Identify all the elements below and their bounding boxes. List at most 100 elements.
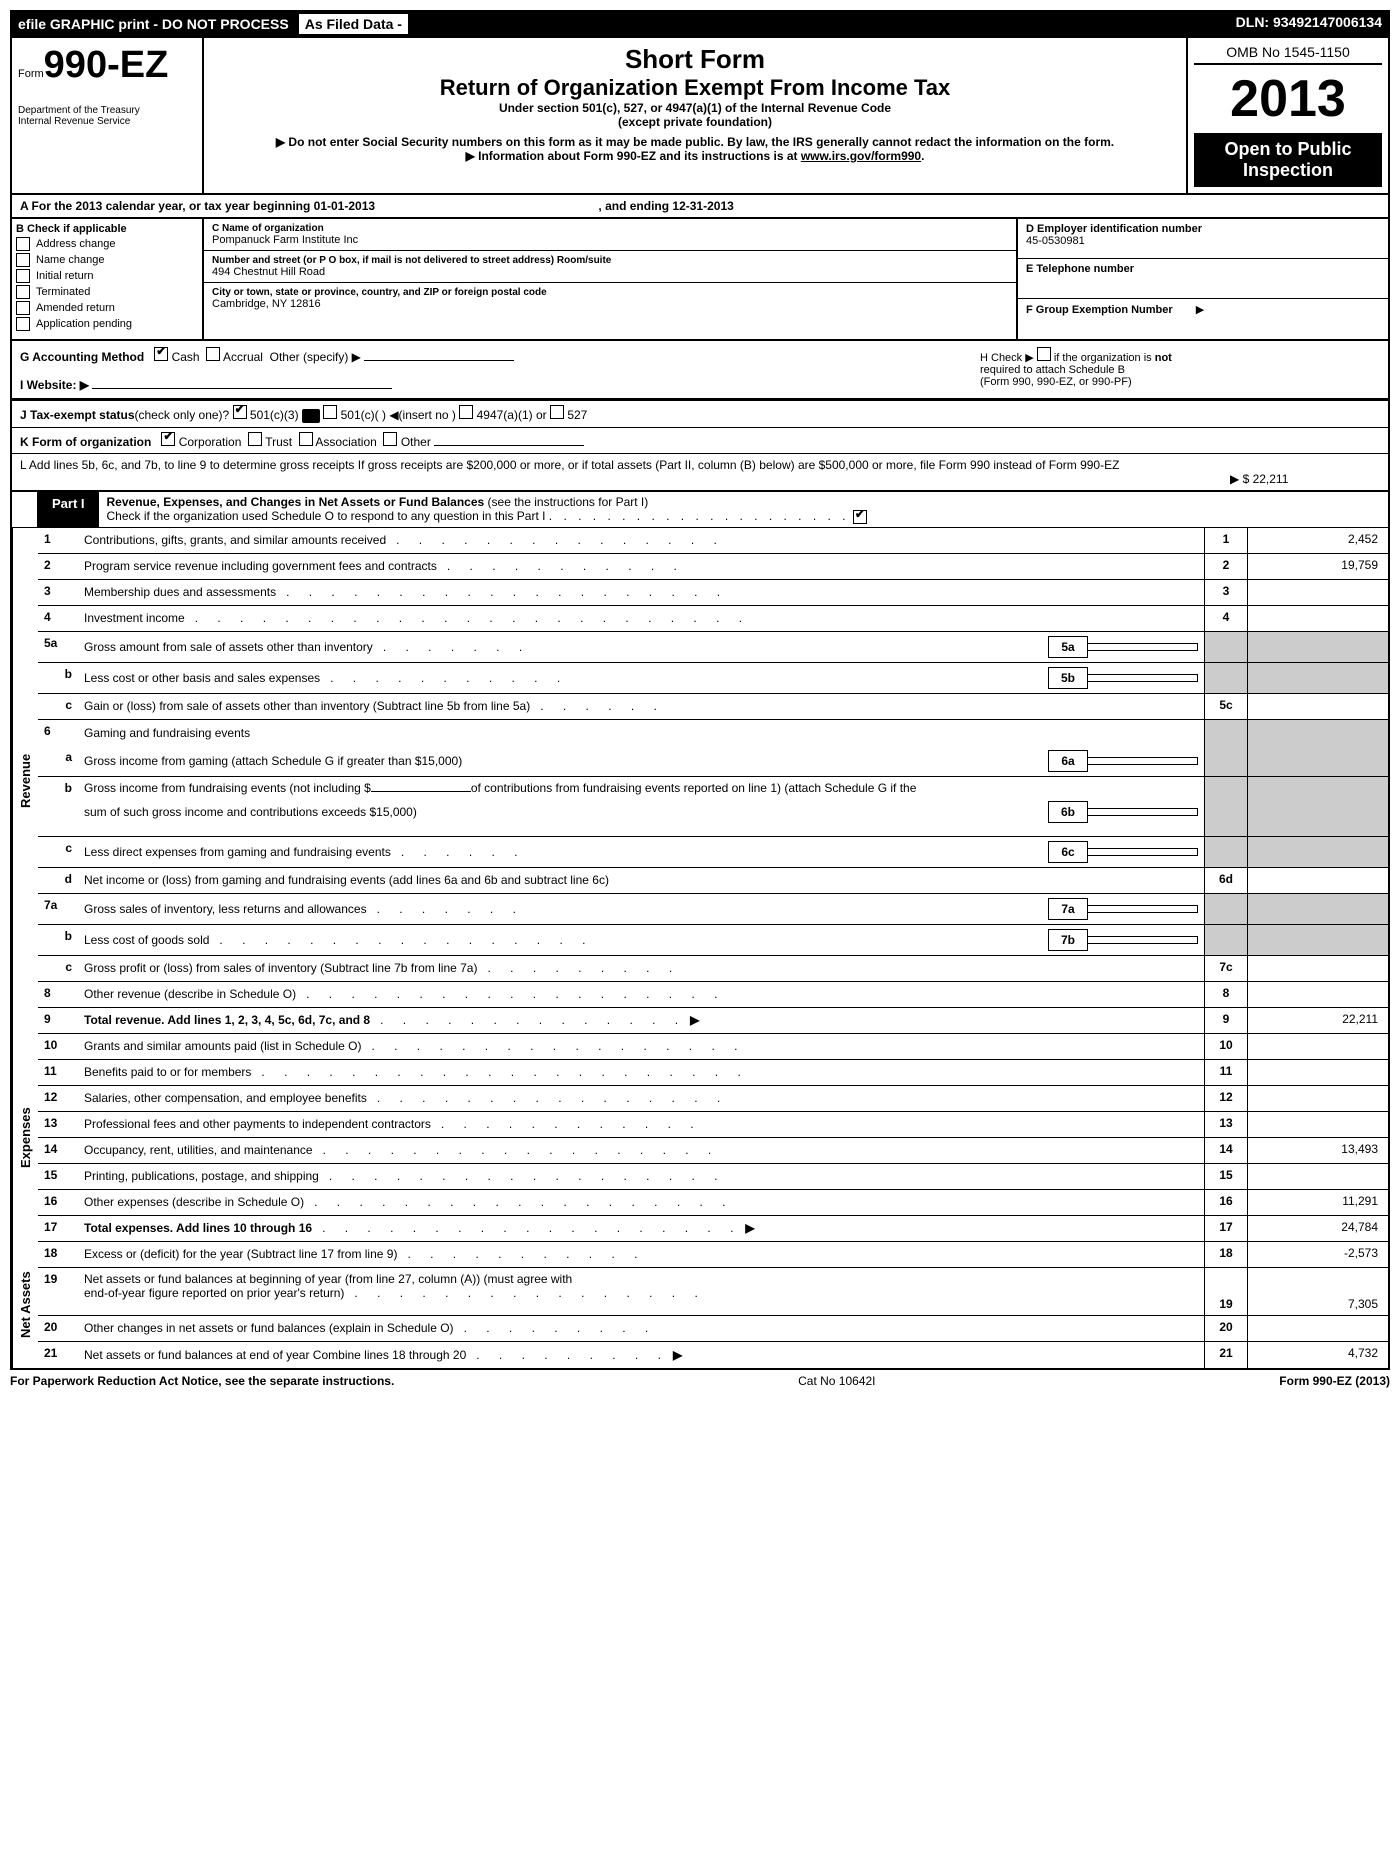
note1: ▶ Do not enter Social Security numbers o… [214,135,1176,149]
l19-text1: Net assets or fund balances at beginning… [84,1272,1198,1286]
col-def: D Employer identification number 45-0530… [1018,219,1388,339]
l6c-text: Less direct expenses from gaming and fun… [84,845,391,859]
c-label2: Number and street (or P O box, if mail i… [212,255,1008,266]
l3-num: 3 [38,580,78,605]
l6d-rnum: 6d [1204,868,1248,893]
k-o2: Trust [265,435,292,449]
cb-cash[interactable]: ✔ [154,347,168,361]
l21-text: Net assets or fund balances at end of ye… [84,1348,466,1362]
cb-schedo[interactable]: ✔ [853,510,867,524]
col-c: C Name of organization Pompanuck Farm In… [204,219,1018,339]
part1-subtitle: (see the instructions for Part I) [488,495,649,509]
note2-link[interactable]: www.irs.gov/form990 [801,149,921,163]
l6b-inum: 6b [1048,801,1088,823]
cb-4947[interactable] [459,405,473,419]
cb-h[interactable] [1037,347,1051,361]
cb-address-label: Address change [36,238,116,250]
l-amount: ▶ $ 22,211 [1230,458,1380,486]
l15-text: Printing, publications, postage, and shi… [84,1169,319,1183]
j-o4: 527 [567,408,587,422]
l5c-text: Gain or (loss) from sale of assets other… [84,699,530,713]
l6c-rval [1248,837,1388,867]
cb-address[interactable] [16,237,30,251]
l7c-rval [1248,956,1388,981]
l5b-ival [1088,674,1198,682]
side-netassets: Net Assets [12,1242,38,1368]
l6-rnum [1204,720,1248,746]
l2-num: 2 [38,554,78,579]
cb-initial[interactable] [16,269,30,283]
cb-accrual[interactable] [206,347,220,361]
l6d-text: Net income or (loss) from gaming and fun… [84,873,609,887]
l21-rval: 4,732 [1248,1342,1388,1368]
dln: DLN: 93492147006134 [1236,14,1382,34]
cb-trust[interactable] [248,432,262,446]
j-o2sub: ◀(insert no ) [389,408,456,422]
l5b-rval [1248,663,1388,693]
cb-501c3[interactable]: ✔ [233,405,247,419]
note2-pre: ▶ Information about Form 990-EZ and its … [466,149,801,163]
cash-label: Cash [172,350,200,364]
cb-other[interactable] [383,432,397,446]
l2-text: Program service revenue including govern… [84,559,437,573]
cb-app[interactable] [16,317,30,331]
cb-527[interactable] [550,405,564,419]
website-line[interactable] [92,388,392,389]
k-other-line[interactable] [434,445,584,446]
j-o2: 501(c)( ) [341,408,386,422]
l6-text: Gaming and fundraising events [84,726,250,740]
l4-num: 4 [38,606,78,631]
row-a-pre: A For the 2013 calendar year, or tax yea… [20,199,375,213]
title-column: Short Form Return of Organization Exempt… [204,38,1188,193]
l7c-text: Gross profit or (loss) from sales of inv… [84,961,477,975]
l10-num: 10 [38,1034,78,1059]
l6a-text: Gross income from gaming (attach Schedul… [84,754,462,768]
l6b-line[interactable] [371,791,471,792]
l17-text: Total expenses. Add lines 10 through 16 [84,1221,312,1235]
l5b-rnum [1204,663,1248,693]
org-city: Cambridge, NY 12816 [212,298,1008,310]
i-label: I Website: ▶ [20,378,89,392]
asfiled-label: As Filed Data - [299,14,408,34]
l-text: L Add lines 5b, 6c, and 7b, to line 9 to… [20,458,1230,486]
cb-501c[interactable] [323,405,337,419]
l1-num: 1 [38,528,78,553]
h-section: H Check ▶ if the organization is not req… [980,347,1380,392]
cb-amend[interactable] [16,301,30,315]
black-box [414,16,434,32]
row-gh: G Accounting Method ✔ Cash Accrual Other… [10,341,1390,400]
l5a-text: Gross amount from sale of assets other t… [84,640,373,654]
l14-rval: 13,493 [1248,1138,1388,1163]
dept2: Internal Revenue Service [18,116,196,127]
l4-text: Investment income [84,611,185,625]
g-other-line[interactable] [364,360,514,361]
l1-text: Contributions, gifts, grants, and simila… [84,533,386,547]
l21-num: 21 [38,1342,78,1368]
lines-container: Revenue 1Contributions, gifts, grants, a… [10,528,1390,1370]
cb-term[interactable] [16,285,30,299]
cb-assoc[interactable] [299,432,313,446]
e-label: E Telephone number [1026,263,1380,275]
l10-rval [1248,1034,1388,1059]
open2: Inspection [1198,160,1378,181]
cb-app-label: Application pending [36,318,132,330]
row-k: K Form of organization ✔ Corporation Tru… [10,427,1390,453]
l7a-num: 7a [38,894,78,924]
l4-rnum: 4 [1204,606,1248,631]
cb-corp[interactable]: ✔ [161,432,175,446]
dept1: Department of the Treasury [18,105,196,116]
cb-name[interactable] [16,253,30,267]
cb-name-label: Name change [36,254,105,266]
bcdef-row: B Check if applicable Address change Nam… [10,219,1390,341]
part1-title: Revenue, Expenses, and Changes in Net As… [107,495,485,509]
l7a-rval [1248,894,1388,924]
l12-rval [1248,1086,1388,1111]
l9-rnum: 9 [1204,1008,1248,1033]
l18-rval: -2,573 [1248,1242,1388,1267]
k-o3: Association [315,435,376,449]
topbar: efile GRAPHIC print - DO NOT PROCESS As … [10,10,1390,38]
l11-num: 11 [38,1060,78,1085]
l9-text: Total revenue. Add lines 1, 2, 3, 4, 5c,… [84,1013,370,1027]
h-text1: H Check ▶ [980,352,1034,364]
side-expenses: Expenses [12,1034,38,1242]
